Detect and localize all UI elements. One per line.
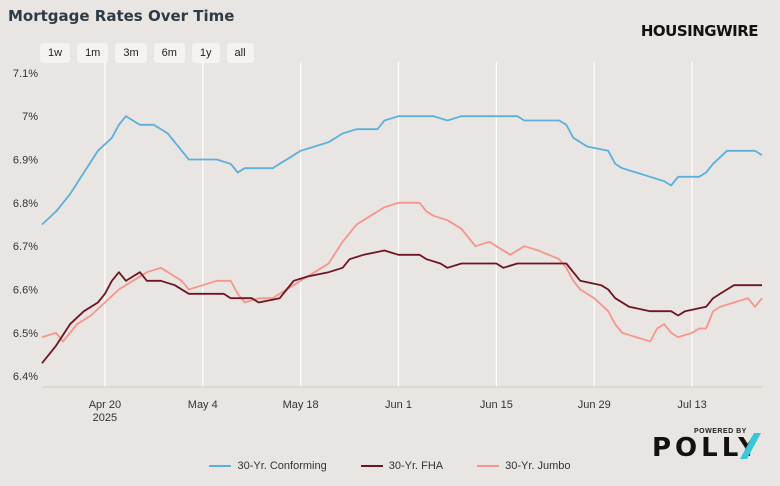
x-tick-sublabel: 2025: [93, 412, 117, 424]
legend-label: 30-Yr. Jumbo: [505, 460, 571, 472]
range-selector: 1w 1m 3m 6m 1y all: [40, 43, 254, 63]
powered-by-label: POWERED BY: [694, 428, 747, 435]
series-line-fha: [41, 249, 762, 364]
housingwire-logo: HOUSINGWIRE: [640, 22, 759, 40]
polly-slash-icon: [740, 433, 761, 459]
y-tick-label: 6.8%: [13, 198, 38, 210]
range-button-6m[interactable]: 6m: [153, 43, 185, 63]
x-tick-label: Jun 29: [578, 399, 611, 411]
y-tick-label: 6.6%: [13, 285, 38, 297]
y-tick-label: 6.7%: [13, 241, 38, 253]
range-button-1w[interactable]: 1w: [40, 43, 71, 63]
legend-swatch: [360, 465, 383, 467]
series-line-jumbo: [41, 201, 763, 343]
chart-title: Mortgage Rates Over Time: [8, 7, 235, 25]
y-tick-label: 7.1%: [13, 68, 38, 80]
legend: 30-Yr. Conforming 30-Yr. FHA 30-Yr. Jumb…: [0, 460, 780, 472]
legend-swatch: [477, 465, 500, 467]
range-button-all[interactable]: all: [226, 43, 254, 63]
legend-item-jumbo[interactable]: 30-Yr. Jumbo: [477, 460, 571, 472]
x-tick-label: May 18: [283, 399, 319, 411]
range-button-1m[interactable]: 1m: [77, 43, 109, 63]
y-tick-label: 6.5%: [13, 328, 38, 340]
range-button-3m[interactable]: 3m: [115, 43, 147, 63]
x-tick-label: Jun 15: [480, 399, 513, 411]
legend-item-conforming[interactable]: 30-Yr. Conforming: [209, 460, 327, 472]
x-tick-label: Jul 13: [677, 399, 706, 411]
legend-swatch: [209, 465, 232, 467]
legend-item-fha[interactable]: 30-Yr. FHA: [360, 460, 444, 472]
y-tick-label: 6.9%: [13, 155, 38, 167]
x-tick-label: Apr 20: [89, 399, 121, 411]
polly-logo: POLLY: [652, 433, 762, 463]
series-line-conforming: [41, 115, 763, 226]
legend-label: 30-Yr. FHA: [388, 460, 444, 472]
legend-label: 30-Yr. Conforming: [237, 460, 327, 472]
y-tick-label: 7%: [22, 111, 38, 123]
y-tick-label: 6.4%: [13, 371, 38, 383]
x-tick-label: May 4: [188, 399, 218, 411]
x-tick-label: Jun 1: [385, 399, 412, 411]
range-button-1y[interactable]: 1y: [191, 43, 220, 63]
